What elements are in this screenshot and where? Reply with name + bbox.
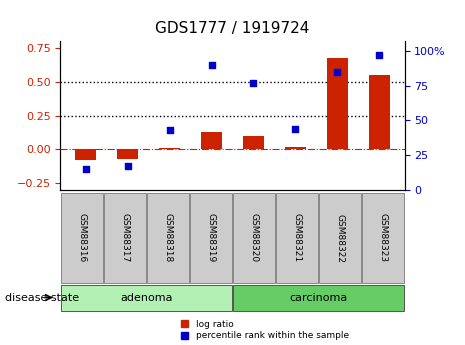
Text: GSM88320: GSM88320 (250, 214, 259, 263)
Text: GSM88318: GSM88318 (164, 214, 173, 263)
Text: carcinoma: carcinoma (289, 293, 348, 303)
Legend: log ratio, percentile rank within the sample: log ratio, percentile rank within the sa… (181, 320, 349, 341)
Bar (369, 75, 390, 149)
Point (250, 80, 257, 86)
Bar (243, 136, 264, 149)
Text: GSM88321: GSM88321 (292, 214, 301, 263)
Point (166, 127, 173, 133)
Bar (201, 132, 222, 149)
Bar (159, 148, 180, 149)
Point (124, 164, 131, 169)
Text: GDS1777 / 1919724: GDS1777 / 1919724 (155, 21, 310, 36)
Text: adenoma: adenoma (120, 293, 173, 303)
Text: GSM88322: GSM88322 (336, 214, 345, 263)
Bar (327, 58, 348, 149)
Bar (117, 149, 138, 159)
Point (292, 126, 299, 131)
Text: GSM88316: GSM88316 (78, 214, 86, 263)
Bar (75, 149, 96, 160)
Point (82, 166, 89, 172)
Bar (285, 147, 306, 149)
Text: GSM88317: GSM88317 (120, 214, 129, 263)
Point (376, 52, 383, 58)
Point (208, 62, 215, 68)
Text: GSM88319: GSM88319 (206, 214, 215, 263)
Point (334, 69, 341, 75)
Text: disease state: disease state (5, 293, 79, 303)
Text: GSM88323: GSM88323 (379, 214, 387, 263)
